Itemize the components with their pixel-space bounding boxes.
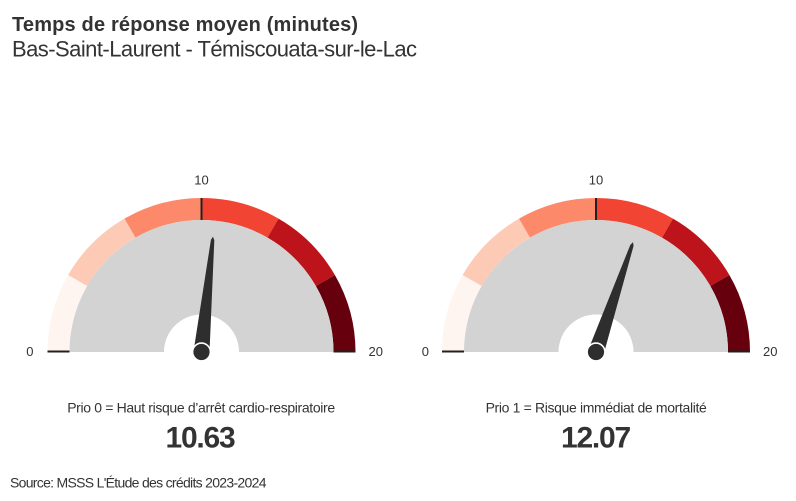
svg-text:10: 10 xyxy=(194,173,208,188)
svg-text:10.63: 10.63 xyxy=(165,422,235,455)
svg-text:0: 0 xyxy=(422,344,429,359)
svg-text:20: 20 xyxy=(763,344,777,359)
svg-text:Temps de réponse moyen (minute: Temps de réponse moyen (minutes) xyxy=(12,14,358,36)
svg-text:10: 10 xyxy=(589,173,603,188)
svg-text:Source: MSSS L'Étude des crédi: Source: MSSS L'Étude des crédits 2023-20… xyxy=(10,474,267,490)
svg-text:Prio 1 = Risque immédiat de mo: Prio 1 = Risque immédiat de mortalité xyxy=(486,400,707,416)
svg-text:0: 0 xyxy=(26,344,33,359)
svg-text:Prio 0 = Haut risque d’arrêt c: Prio 0 = Haut risque d’arrêt cardio-resp… xyxy=(67,400,335,416)
svg-text:20: 20 xyxy=(369,344,383,359)
svg-text:Bas-Saint-Laurent - Témiscouat: Bas-Saint-Laurent - Témiscouata-sur-le-L… xyxy=(12,37,417,62)
svg-text:12.07: 12.07 xyxy=(561,422,631,455)
